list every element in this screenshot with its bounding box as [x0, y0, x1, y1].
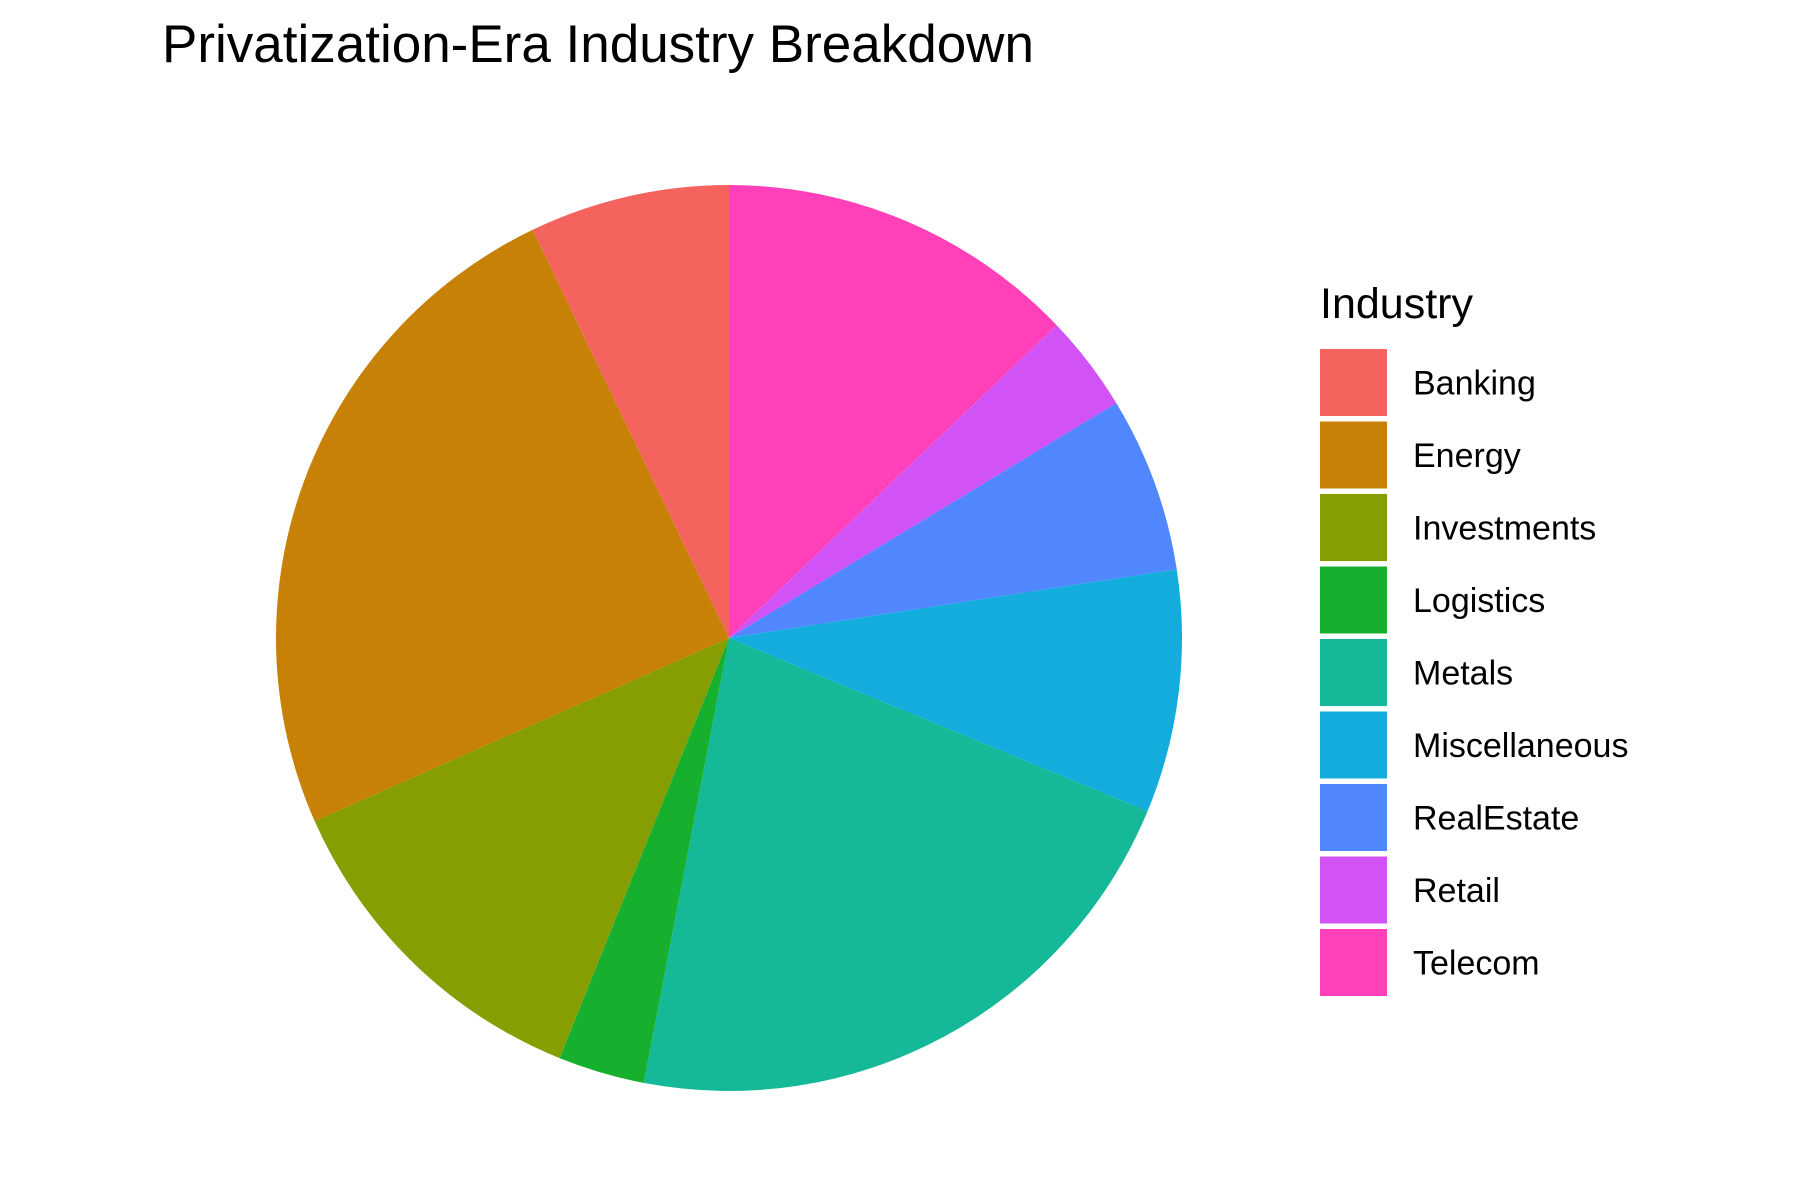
legend-label-banking: Banking: [1413, 365, 1536, 403]
pie-slice-telecom: [729, 185, 1057, 638]
pie-slice-miscellaneous: [729, 569, 1183, 812]
pie-slice-investments: [314, 638, 729, 1059]
legend: Industry Banking Energy Investments Logisti…: [1320, 280, 1628, 996]
pie-slice-logistics: [559, 638, 729, 1083]
legend-label-investments: Investments: [1413, 510, 1596, 548]
legend-label-metals: Metals: [1413, 655, 1513, 693]
legend-key-telecom: [1320, 929, 1387, 996]
pie-slice-realestate: [729, 403, 1177, 638]
legend-label-energy: Energy: [1413, 437, 1521, 475]
pie-slice-energy: [275, 229, 729, 821]
legend-title: Industry: [1320, 280, 1473, 328]
legend-label-retail: Retail: [1413, 872, 1500, 910]
legend-key-realestate: [1320, 784, 1387, 851]
pie-slice-metals: [643, 638, 1148, 1092]
legend-label-realestate: RealEstate: [1413, 800, 1579, 838]
legend-key-metals: [1320, 639, 1387, 706]
chart-title: Privatization-Era Industry Breakdown: [162, 15, 1034, 74]
pie-slice-retail: [729, 325, 1117, 638]
legend-key-retail: [1320, 856, 1387, 924]
legend-label-telecom: Telecom: [1413, 945, 1540, 983]
legend-label-miscellaneous: Miscellaneous: [1413, 727, 1628, 765]
legend-key-miscellaneous: [1320, 711, 1387, 779]
legend-items: Banking Energy Investments Logistics Metals M…: [1320, 349, 1628, 996]
legend-key-banking: [1320, 349, 1387, 416]
legend-label-logistics: Logistics: [1413, 582, 1545, 620]
legend-key-energy: [1320, 421, 1387, 489]
pie-slice-banking: [532, 185, 729, 638]
legend-key-logistics: [1320, 566, 1387, 634]
legend-key-investments: [1320, 494, 1387, 561]
pie-slices: [275, 185, 1183, 1092]
